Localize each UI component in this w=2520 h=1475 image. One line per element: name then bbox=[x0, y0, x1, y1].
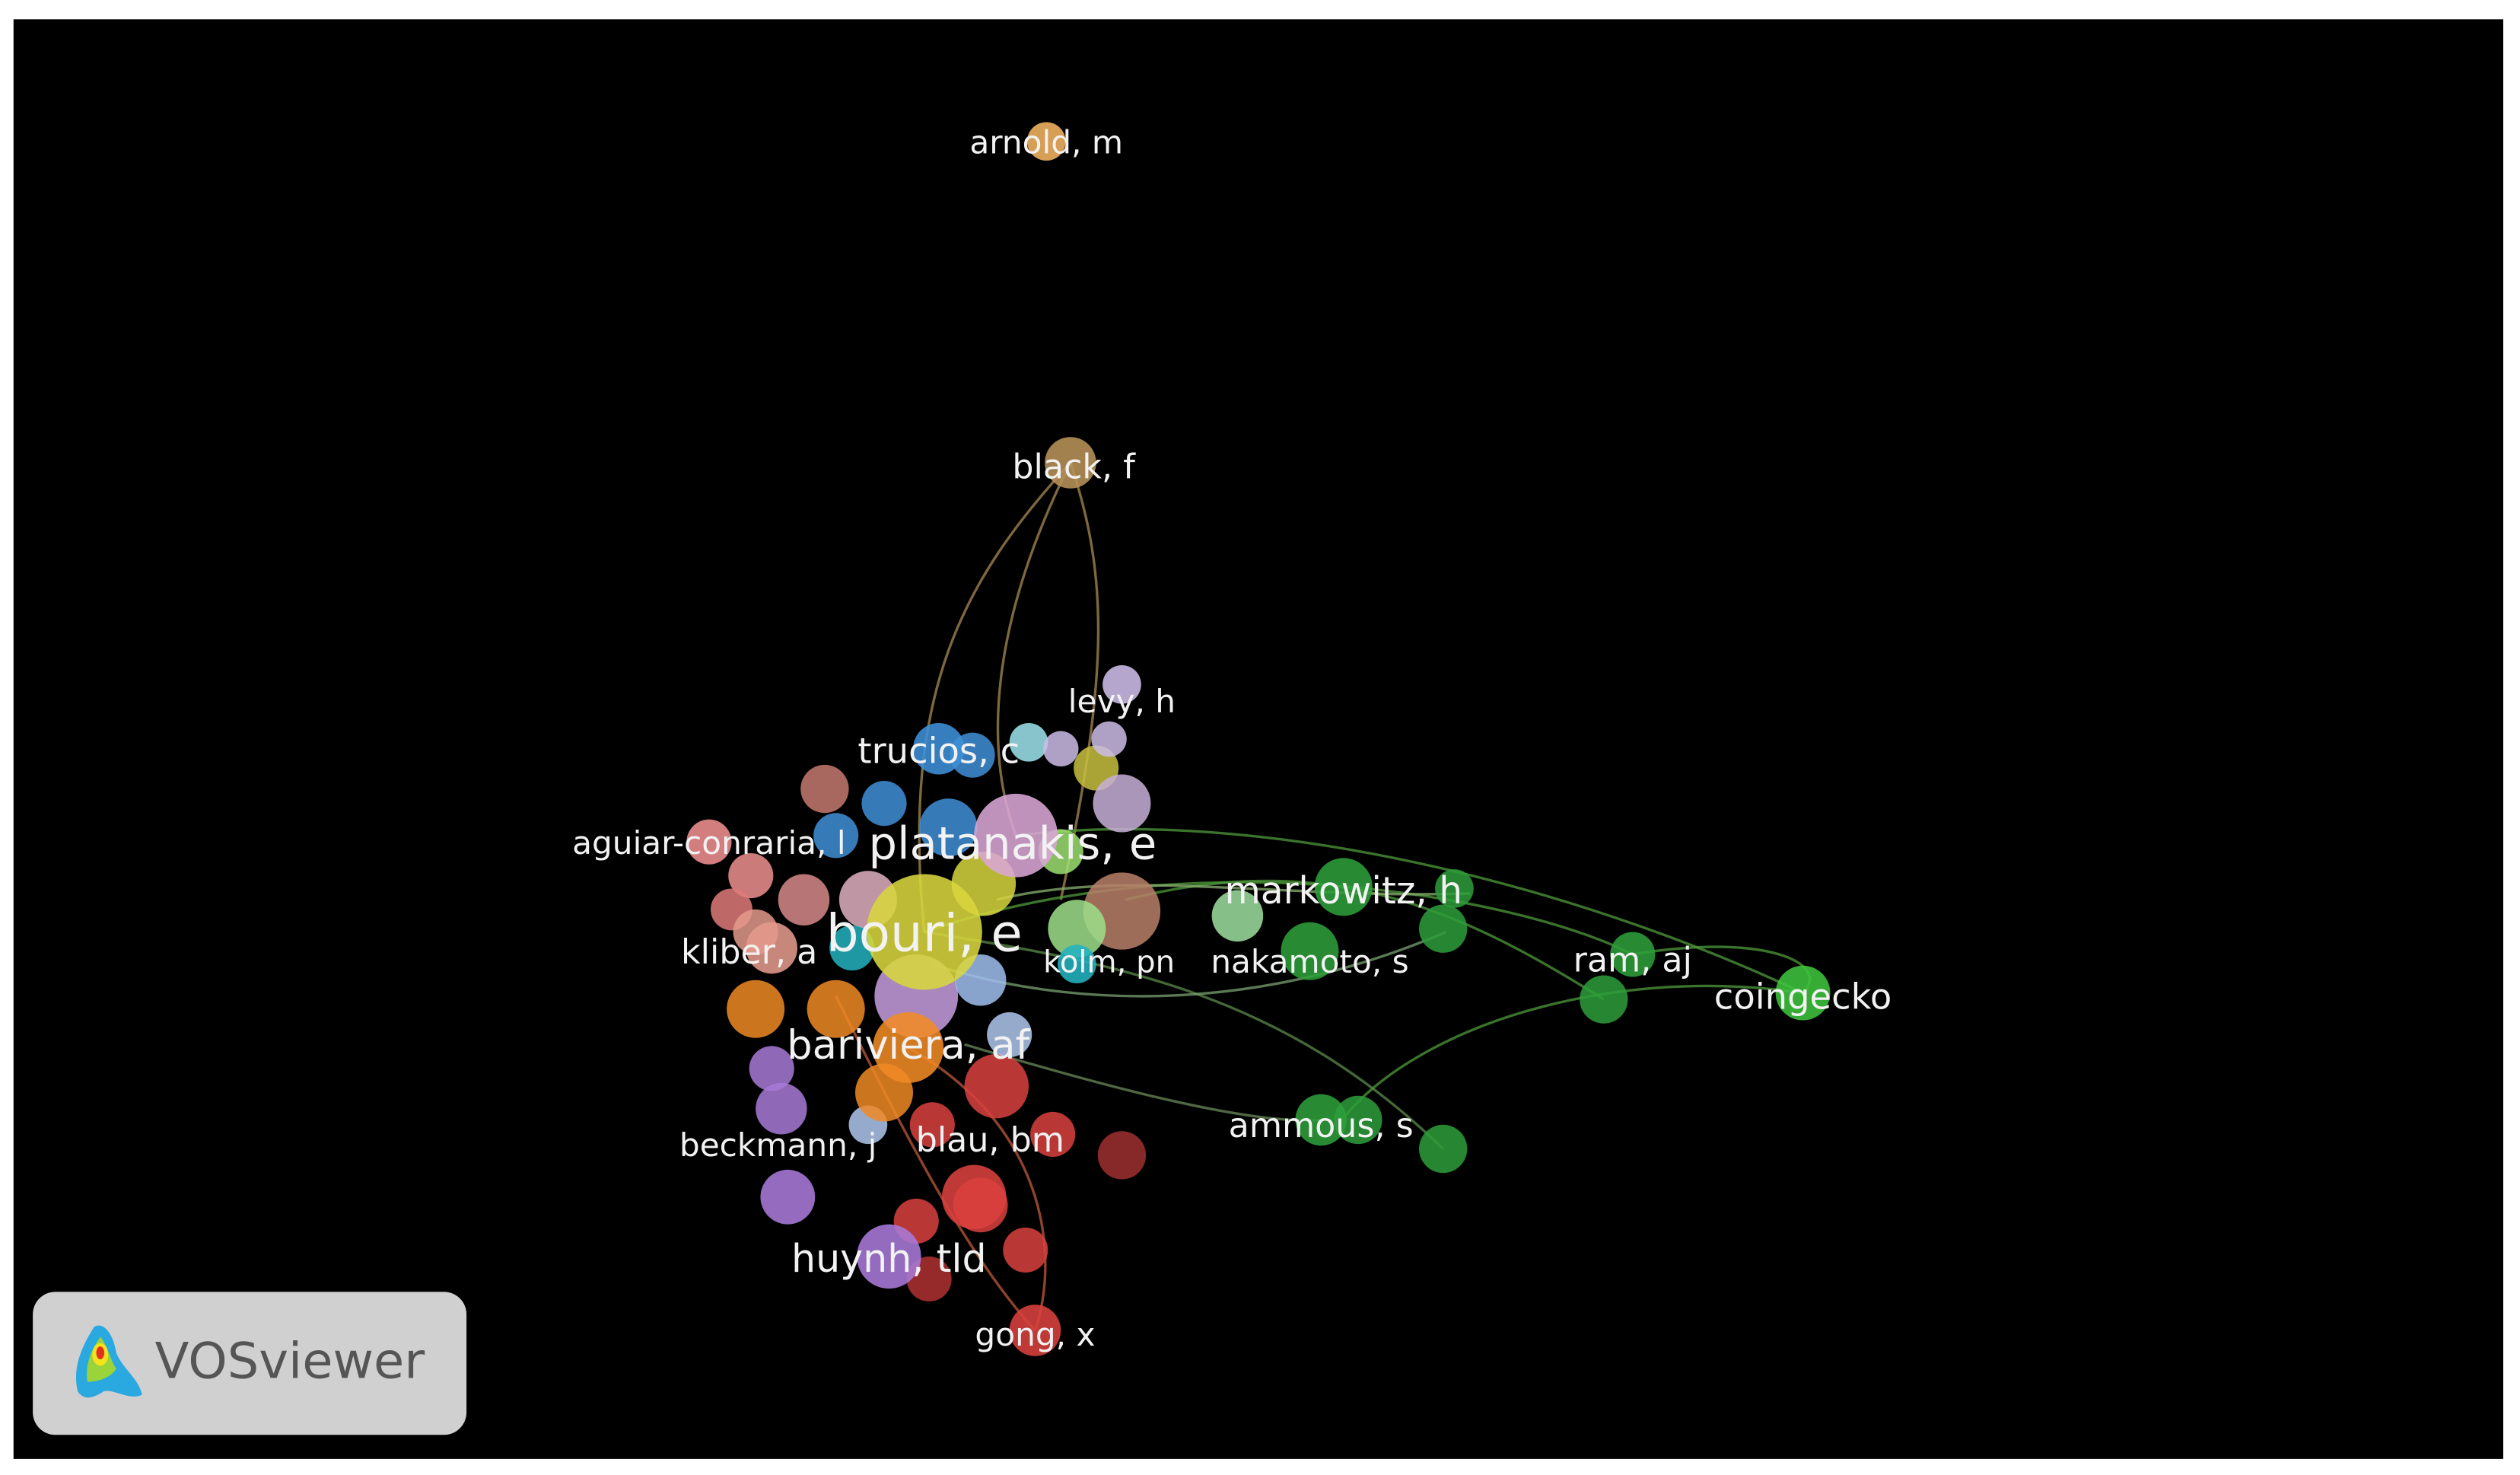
node-label: beckmann, j bbox=[679, 1126, 877, 1164]
cluster-node bbox=[861, 781, 907, 827]
logo-box bbox=[33, 1292, 467, 1435]
node bbox=[866, 874, 982, 990]
node bbox=[746, 922, 797, 974]
node-label: coingecko bbox=[1714, 976, 1892, 1018]
node bbox=[686, 819, 732, 865]
edges bbox=[835, 461, 1812, 1332]
logo: VOSviewer bbox=[33, 1292, 467, 1435]
node bbox=[1009, 1305, 1061, 1356]
cluster-node bbox=[778, 874, 830, 925]
logo-icon bbox=[75, 1325, 142, 1398]
cluster-node bbox=[813, 813, 859, 859]
cluster-node bbox=[909, 1102, 955, 1148]
node bbox=[1775, 965, 1831, 1021]
edge bbox=[835, 996, 1036, 1332]
edge bbox=[1341, 984, 1803, 1121]
node-label: nakamoto, s bbox=[1211, 943, 1408, 980]
cluster-node bbox=[1009, 723, 1048, 762]
node bbox=[1281, 922, 1339, 980]
node bbox=[857, 1224, 921, 1289]
cluster-node bbox=[1030, 1111, 1076, 1157]
cluster-node bbox=[807, 980, 865, 1038]
node-label: blau, bm bbox=[916, 1121, 1064, 1160]
node-label: kliber, a bbox=[681, 933, 817, 972]
node bbox=[1314, 858, 1373, 916]
node-label: ram, aj bbox=[1573, 941, 1692, 980]
node bbox=[942, 1164, 1007, 1229]
node bbox=[1045, 437, 1096, 489]
cluster-node bbox=[1435, 869, 1474, 908]
logo-text: VOSviewer bbox=[155, 1332, 425, 1390]
node-label: trucios, c bbox=[858, 731, 1020, 772]
node bbox=[1610, 932, 1656, 977]
edge bbox=[924, 930, 1444, 1150]
edge bbox=[964, 1043, 1322, 1122]
cluster-node bbox=[1334, 1095, 1382, 1145]
node-label: levy, h bbox=[1068, 683, 1176, 720]
cluster-node bbox=[1048, 900, 1106, 958]
node-label: ammous, s bbox=[1229, 1107, 1414, 1145]
edge bbox=[907, 1046, 1047, 1331]
node-label: black, f bbox=[1012, 448, 1136, 486]
cluster-node bbox=[987, 1012, 1032, 1058]
cluster-node bbox=[1419, 904, 1468, 953]
cluster-node bbox=[727, 980, 785, 1038]
edge bbox=[996, 884, 1471, 901]
cluster-node bbox=[829, 925, 875, 971]
cluster-node bbox=[919, 798, 978, 857]
edge bbox=[1015, 827, 1804, 995]
node-label: arnold, m bbox=[969, 123, 1123, 161]
edge bbox=[918, 461, 1072, 932]
node-label: aguiar-conraria, l bbox=[572, 824, 845, 862]
node bbox=[1102, 665, 1141, 704]
cluster-node bbox=[1091, 721, 1127, 757]
cluster-node bbox=[1043, 731, 1079, 766]
node bbox=[873, 1012, 944, 1083]
node-label: huynh, tld bbox=[791, 1236, 987, 1281]
cluster-node bbox=[1093, 774, 1151, 833]
node-label: bariviera, af bbox=[787, 1022, 1030, 1069]
cluster-node bbox=[1003, 1227, 1048, 1273]
cluster-node bbox=[1211, 890, 1264, 942]
node bbox=[913, 723, 965, 775]
node bbox=[1295, 1094, 1347, 1146]
node bbox=[1058, 945, 1096, 983]
canvas bbox=[13, 19, 2503, 1459]
cluster-node bbox=[964, 1053, 1029, 1119]
node-label: platanakis, e bbox=[869, 817, 1157, 870]
edge bbox=[1059, 462, 1100, 900]
cluster-node bbox=[800, 764, 849, 814]
node-label: gong, x bbox=[975, 1316, 1095, 1353]
node-label: bouri, e bbox=[826, 903, 1023, 963]
edge bbox=[996, 462, 1072, 836]
cluster-node bbox=[749, 1046, 794, 1091]
cluster-node bbox=[1580, 975, 1628, 1024]
cluster-node bbox=[1419, 1124, 1468, 1174]
node-label: markowitz, h bbox=[1225, 870, 1462, 913]
node bbox=[1026, 122, 1066, 161]
cluster-node bbox=[728, 853, 774, 899]
labels: arnold, m black, f levy, h trucios, c aguiar… bbox=[572, 123, 1892, 1352]
node-label: kolm, pn bbox=[1043, 945, 1175, 980]
cluster-node bbox=[1097, 1131, 1147, 1180]
cluster-node bbox=[756, 1082, 807, 1135]
node bbox=[974, 793, 1058, 878]
node bbox=[760, 1169, 816, 1225]
nodes bbox=[686, 122, 1831, 1356]
